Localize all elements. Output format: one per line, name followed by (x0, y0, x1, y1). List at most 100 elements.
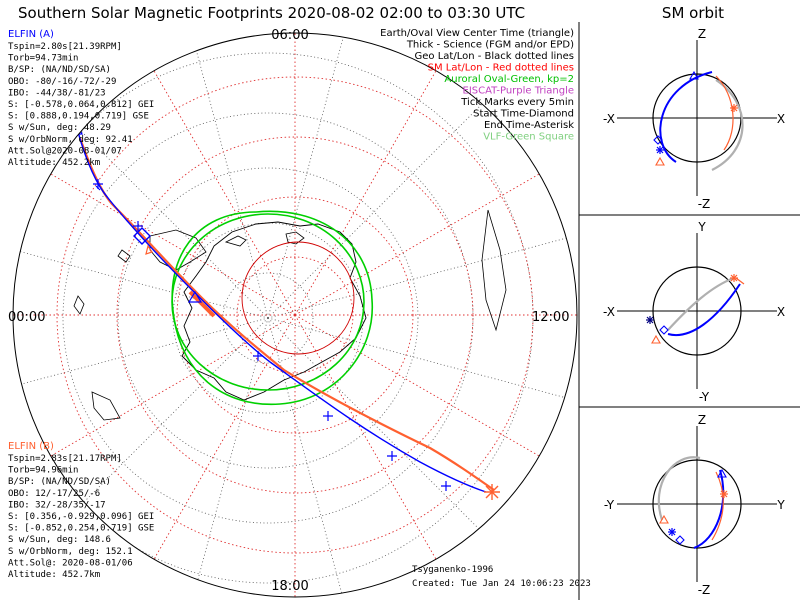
probe-info-line: S: [-0.852,0.254,0.719] GSE (8, 524, 154, 534)
orbit-triangle (659, 514, 669, 524)
geo-lon-line (13, 234, 269, 319)
legend-entry: SM Lat/Lon - Red dotted lines (428, 63, 574, 74)
legend: Earth/Oval View Center Time (triangle)Th… (380, 28, 574, 143)
island-coastline (73, 295, 85, 315)
probe-b-science-segment (188, 290, 216, 318)
auroral-oval-equatorward (171, 210, 374, 406)
figure-title: Southern Solar Magnetic Footprints 2020-… (18, 4, 525, 22)
created-timestamp: Created: Tue Jan 24 10:06:23 2023 (412, 579, 591, 589)
geo-lon-line (267, 317, 495, 545)
orbit-asterisk (656, 146, 664, 154)
antarctica-coastline (181, 221, 367, 401)
probe-info-line: S w/Sun, deg: 48.29 (8, 123, 111, 133)
island-coastline (117, 249, 131, 263)
probe-a-track (77, 131, 487, 493)
geo-lon-line (267, 317, 352, 597)
probe-info-line: Att.Sol@: 2020-08-01/06 (8, 558, 133, 568)
sm-lat-circle (56, 76, 534, 554)
orbit-panel-3: -Y Y Z -Z (604, 413, 785, 597)
sm-lon-line (294, 164, 556, 316)
mlt-label-bottom: 18:00 (271, 579, 308, 594)
geo-lat-circle (13, 52, 534, 584)
orbit-blue (667, 283, 741, 337)
legend-entry: EISCAT-Purple Triangle (463, 86, 575, 97)
orbit-blue (693, 469, 725, 549)
orbit-asterisk (646, 316, 654, 324)
australia-coastline (149, 229, 207, 271)
axis-label-right: X (777, 112, 785, 126)
sm-lat-circle (176, 196, 414, 434)
geo-lon-line (13, 317, 269, 402)
sm-lat-circle (116, 136, 474, 494)
probe-info-line: Tspin=2.80s[21.39RPM] (8, 42, 122, 52)
probe-info-line: S w/OrbNorm, deg: 92.41 (8, 135, 133, 145)
map-boundary (12, 32, 578, 598)
axis-label-left: -Y (604, 498, 615, 512)
south-america-coastline (481, 209, 507, 332)
probe-info-line: OBO: -80/-16/-72/-29 (8, 77, 116, 87)
probe-info-line: Att.Sol@2020-08-01/07 (8, 146, 122, 156)
orbit-panels: -X X Z -Z -X X Y -Y -Y Y Z -Z (603, 27, 785, 597)
probe-name: ELFIN (A) (8, 29, 54, 40)
view-center-triangle (187, 290, 203, 303)
orbit-triangle (689, 70, 699, 80)
sm-lat-circle (236, 256, 354, 374)
orbit-title: SM orbit (662, 4, 724, 22)
orbit-panel-2: -X X Y -Y (603, 220, 785, 404)
probe-info-line: S: [0.356,-0.929,0.096] GEI (8, 512, 154, 522)
orbit-panel-1: -X X Z -Z (603, 27, 785, 211)
probe-info-line: S: [-0.578,0.064,0.812] GEI (8, 100, 154, 110)
probe-info-line: IBO: -44/38/-81/23 (8, 88, 106, 98)
axis-label-bottom: -Y (699, 390, 710, 404)
orbit-orange (711, 471, 724, 541)
sm-lon-line (294, 314, 556, 466)
mlt-label-top: 06:00 (271, 28, 308, 43)
probe-b-info: ELFIN (B) Tspin=2.83s[21.17RPM] Torb=94.96… (8, 441, 154, 580)
sm-lon-line (144, 314, 296, 576)
coastline-fragment (224, 235, 247, 247)
orbit-triangle (655, 156, 665, 166)
geo-lat-circle (62, 112, 474, 524)
probe-info-line: B/SP: (NA/ND/SD/SA) (8, 65, 111, 75)
axis-label-left: -X (603, 305, 615, 319)
axis-label-left: -X (603, 112, 615, 126)
geo-lon-line (267, 33, 352, 319)
orbit-orange (715, 75, 734, 151)
probe-a-info: ELFIN (A) Tspin=2.80s[21.39RPM] Torb=94.73… (8, 29, 154, 168)
geo-lon-line (267, 234, 577, 319)
orbit-asterisk (720, 490, 728, 498)
orbit-gray (667, 276, 735, 331)
probe-b-start-diamond (145, 244, 153, 255)
legend-entry: VLF-Green Square (483, 132, 574, 143)
legend-entry: Tick Marks every 5min (460, 97, 574, 108)
axis-label-bottom: -Z (698, 583, 711, 597)
auroral-oval (171, 210, 374, 406)
axis-label-bottom: -Z (698, 197, 711, 211)
probe-info-line: Tspin=2.83s[21.17RPM] (8, 454, 122, 464)
axis-label-right: X (777, 305, 785, 319)
geo-lon-line (184, 317, 269, 597)
orbit-orange (735, 277, 745, 285)
legend-entry: Start Time-Diamond (473, 109, 574, 120)
probe-info-line: B/SP: (NA/ND/SD/SA) (8, 477, 111, 487)
probe-info-line: Altitude: 452.7km (8, 570, 100, 580)
polar-map (13, 33, 577, 597)
probe-a-start-diamond (133, 227, 151, 245)
legend-entry: Thick - Science (FGM and/or EPD) (406, 40, 574, 51)
probe-b-track (78, 137, 495, 491)
sm-lon-line (34, 164, 296, 316)
sm-grid (13, 33, 577, 597)
geo-lon-line (184, 33, 269, 319)
axis-label-right: Y (776, 498, 785, 512)
orbit-asterisk (730, 274, 738, 282)
model-credit: Tsyganenko-1996 (412, 565, 493, 575)
probe-name: ELFIN (B) (8, 441, 54, 452)
probe-info-line: Torb=94.96min (8, 466, 78, 476)
legend-entry: Geo Lat/Lon - Black dotted lines (415, 51, 574, 62)
orbit-diamond (653, 135, 663, 145)
axis-label-top: Y (697, 220, 706, 234)
coastlines (73, 209, 507, 421)
sm-polar-circle (241, 241, 355, 355)
footprint-tracks (73, 124, 500, 500)
